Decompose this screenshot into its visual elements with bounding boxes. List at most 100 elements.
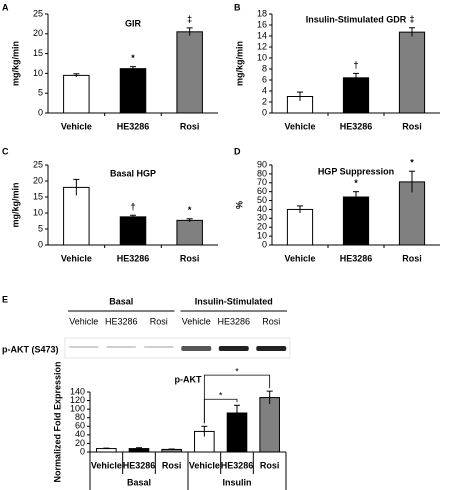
bar [342, 196, 370, 246]
bar [119, 216, 147, 246]
y-axis-label: mg/kg/min [10, 182, 20, 227]
x-tick-label: HE3286 [117, 253, 150, 263]
blot-band [218, 346, 249, 351]
bar [259, 397, 280, 453]
x-tick-label: HE3286 [117, 121, 150, 131]
y-tick-label: 25 [33, 159, 43, 169]
y-tick-label: 0 [262, 239, 267, 249]
error-bar [266, 390, 273, 404]
chart-title: Insulin-Stimulated GDR [306, 14, 407, 24]
y-tick-label: 40 [75, 429, 85, 439]
y-tick-label: 20 [75, 438, 85, 448]
error-bar [297, 205, 303, 213]
y-tick-label: 80 [75, 412, 85, 422]
x-tick-label: HE3286 [123, 460, 156, 470]
blot-group-label: Basal [109, 296, 133, 306]
bar [63, 186, 90, 246]
comparison-bracket [203, 374, 271, 424]
bar [286, 208, 314, 246]
y-tick-label: 90 [257, 159, 267, 169]
x-tick-label: Vehicle [91, 460, 122, 470]
blot-lane-label: Vehicle [69, 316, 98, 326]
y-tick-label: 5 [38, 223, 43, 233]
y-axis-label: mg/kg/min [234, 41, 244, 86]
bar [176, 219, 203, 246]
error-bar [73, 178, 80, 196]
x-tick-label: Rosi [180, 253, 200, 263]
blot-lane-label: Vehicle [182, 316, 211, 326]
error-bar [130, 214, 136, 219]
y-tick-label: 16 [257, 19, 267, 29]
blot-strip [64, 337, 291, 359]
y-tick-label: 4 [262, 85, 267, 95]
chart-title: GIR [125, 18, 142, 28]
y-axis-label: mg/kg/min [10, 41, 20, 86]
y-tick-label: 5 [38, 88, 43, 98]
panel-letter: B [234, 2, 241, 12]
significance-marker: * [188, 205, 192, 215]
error-bar [409, 170, 415, 193]
y-tick-label: 20 [33, 28, 43, 38]
x-tick-label: Rosi [402, 121, 422, 131]
y-tick-label: 50 [257, 195, 267, 205]
blot-band [256, 346, 287, 351]
blot-band [68, 346, 99, 348]
significance-marker: ‡ [409, 14, 414, 24]
y-tick-label: 60 [75, 421, 85, 431]
y-tick-label: 6 [262, 74, 267, 84]
group-label: Insulin [223, 477, 252, 487]
bar [176, 31, 203, 114]
x-tick-label: Rosi [260, 460, 280, 470]
blot-row-label: p-AKT (S473) [2, 344, 59, 354]
error-bar [297, 91, 303, 101]
error-bar [168, 448, 175, 450]
y-tick-label: 25 [33, 8, 43, 18]
error-bar [353, 191, 359, 203]
error-bar [73, 73, 80, 77]
panel-letter: C [2, 146, 9, 156]
y-tick-label: 0 [38, 239, 43, 249]
y-tick-label: 2 [262, 96, 267, 106]
error-bar [103, 447, 110, 449]
y-tick-label: 10 [257, 230, 267, 240]
y-tick-label: 100 [70, 404, 85, 414]
y-tick-label: 140 [70, 386, 85, 396]
blot-lane-label: HE3286 [105, 316, 138, 326]
x-tick-label: Vehicle [189, 460, 220, 470]
x-tick-label: Vehicle [61, 121, 92, 131]
error-bar [136, 447, 142, 450]
chart-title: p-AKT [175, 374, 202, 384]
panel-letter: D [234, 146, 241, 156]
significance-marker: * [219, 391, 223, 401]
x-tick-label: HE3286 [340, 253, 373, 263]
x-tick-label: Vehicle [284, 253, 315, 263]
blot-group-label: Insulin-Stimulated [195, 296, 273, 306]
y-tick-label: 20 [257, 222, 267, 232]
y-tick-label: 0 [38, 107, 43, 117]
bar [63, 74, 90, 114]
blot-lane-label: Rosi [262, 316, 280, 326]
y-tick-label: 10 [257, 52, 267, 62]
x-tick-label: Rosi [180, 121, 200, 131]
significance-marker: † [353, 60, 358, 70]
blot-band [106, 346, 137, 348]
bar [96, 448, 117, 453]
blot-lane-label: Rosi [150, 316, 168, 326]
x-tick-label: Rosi [402, 253, 422, 263]
significance-marker: * [410, 158, 414, 168]
group-label: Basal [127, 477, 151, 487]
y-tick-label: 10 [33, 207, 43, 217]
y-tick-label: 8 [262, 63, 267, 73]
x-tick-label: HE3286 [340, 121, 373, 131]
blot-lane-label: HE3286 [217, 316, 250, 326]
x-tick-label: Vehicle [61, 253, 92, 263]
significance-marker: * [235, 367, 239, 377]
bar [342, 77, 370, 114]
y-axis-label: % [234, 201, 244, 209]
chart-title: Basal HGP [110, 168, 156, 178]
x-tick-label: Rosi [162, 460, 182, 470]
y-tick-label: 30 [257, 213, 267, 223]
y-tick-label: 40 [257, 204, 267, 214]
significance-marker: * [131, 53, 135, 63]
